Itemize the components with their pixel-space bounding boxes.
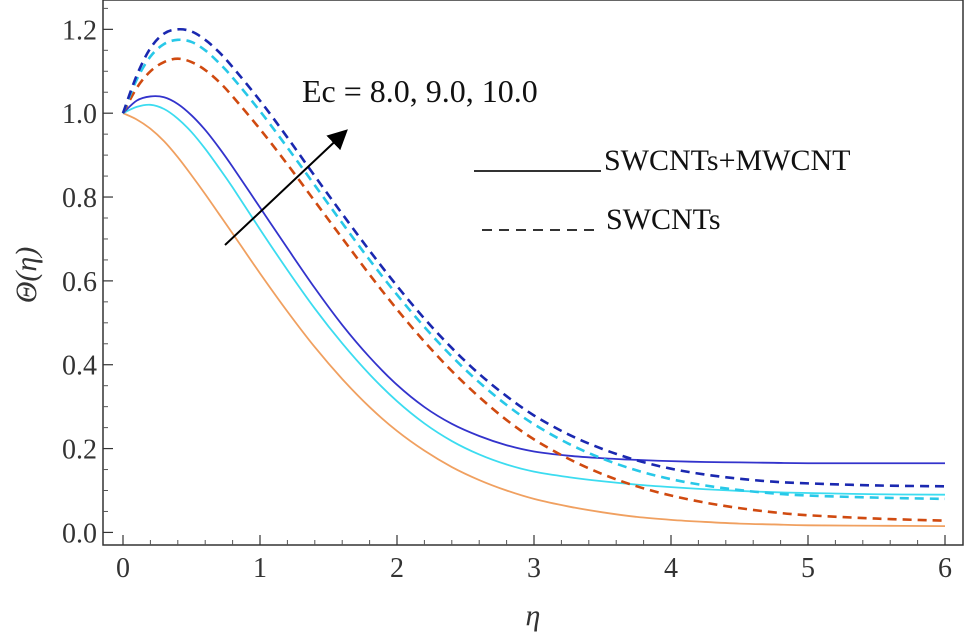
x-axis-ticks: 0 1 2 3 4 5 6 [116, 535, 952, 584]
x-tick-label: 5 [801, 553, 815, 584]
x-tick-label: 1 [253, 553, 267, 584]
legend: SWCNTs+MWCNT SWCNTs [474, 144, 851, 236]
x-tick-label: 0 [116, 553, 130, 584]
trend-arrow [224, 129, 348, 246]
y-tick-label: 0.6 [62, 267, 97, 298]
x-axis-label: η [526, 599, 541, 632]
y-tick-label: 1.0 [62, 99, 97, 130]
plot-frame [102, 0, 964, 546]
y-axis-label: Θ(η) [10, 247, 43, 304]
series-line-hybrid-2 [122, 95, 945, 465]
legend-label-dashed: SWCNTs [606, 203, 721, 236]
series-group [121, 27, 946, 528]
legend-label-solid: SWCNTs+MWCNT [604, 144, 851, 177]
ec-annotation: Ec = 8.0, 9.0, 10.0 [302, 73, 538, 109]
series-line-hybrid-0 [122, 112, 946, 528]
y-tick-label: 0.8 [62, 183, 97, 214]
y-tick-label: 0.2 [62, 435, 97, 466]
y-axis-ticks: 0.0 0.2 0.4 0.6 0.8 1.0 1.2 [62, 7, 113, 549]
y-tick-label: 1.2 [62, 15, 97, 46]
x-tick-label: 4 [664, 553, 678, 584]
series-line-swcnts-1 [121, 38, 946, 501]
series-line-swcnts-0 [121, 57, 946, 522]
y-tick-label: 0.4 [62, 351, 97, 382]
series-line-hybrid-1 [122, 103, 946, 496]
x-tick-label: 2 [390, 553, 404, 584]
x-tick-label: 6 [938, 553, 952, 584]
y-tick-label: 0.0 [62, 518, 97, 549]
series-line-swcnts-2 [121, 27, 946, 488]
x-tick-label: 3 [527, 553, 541, 584]
